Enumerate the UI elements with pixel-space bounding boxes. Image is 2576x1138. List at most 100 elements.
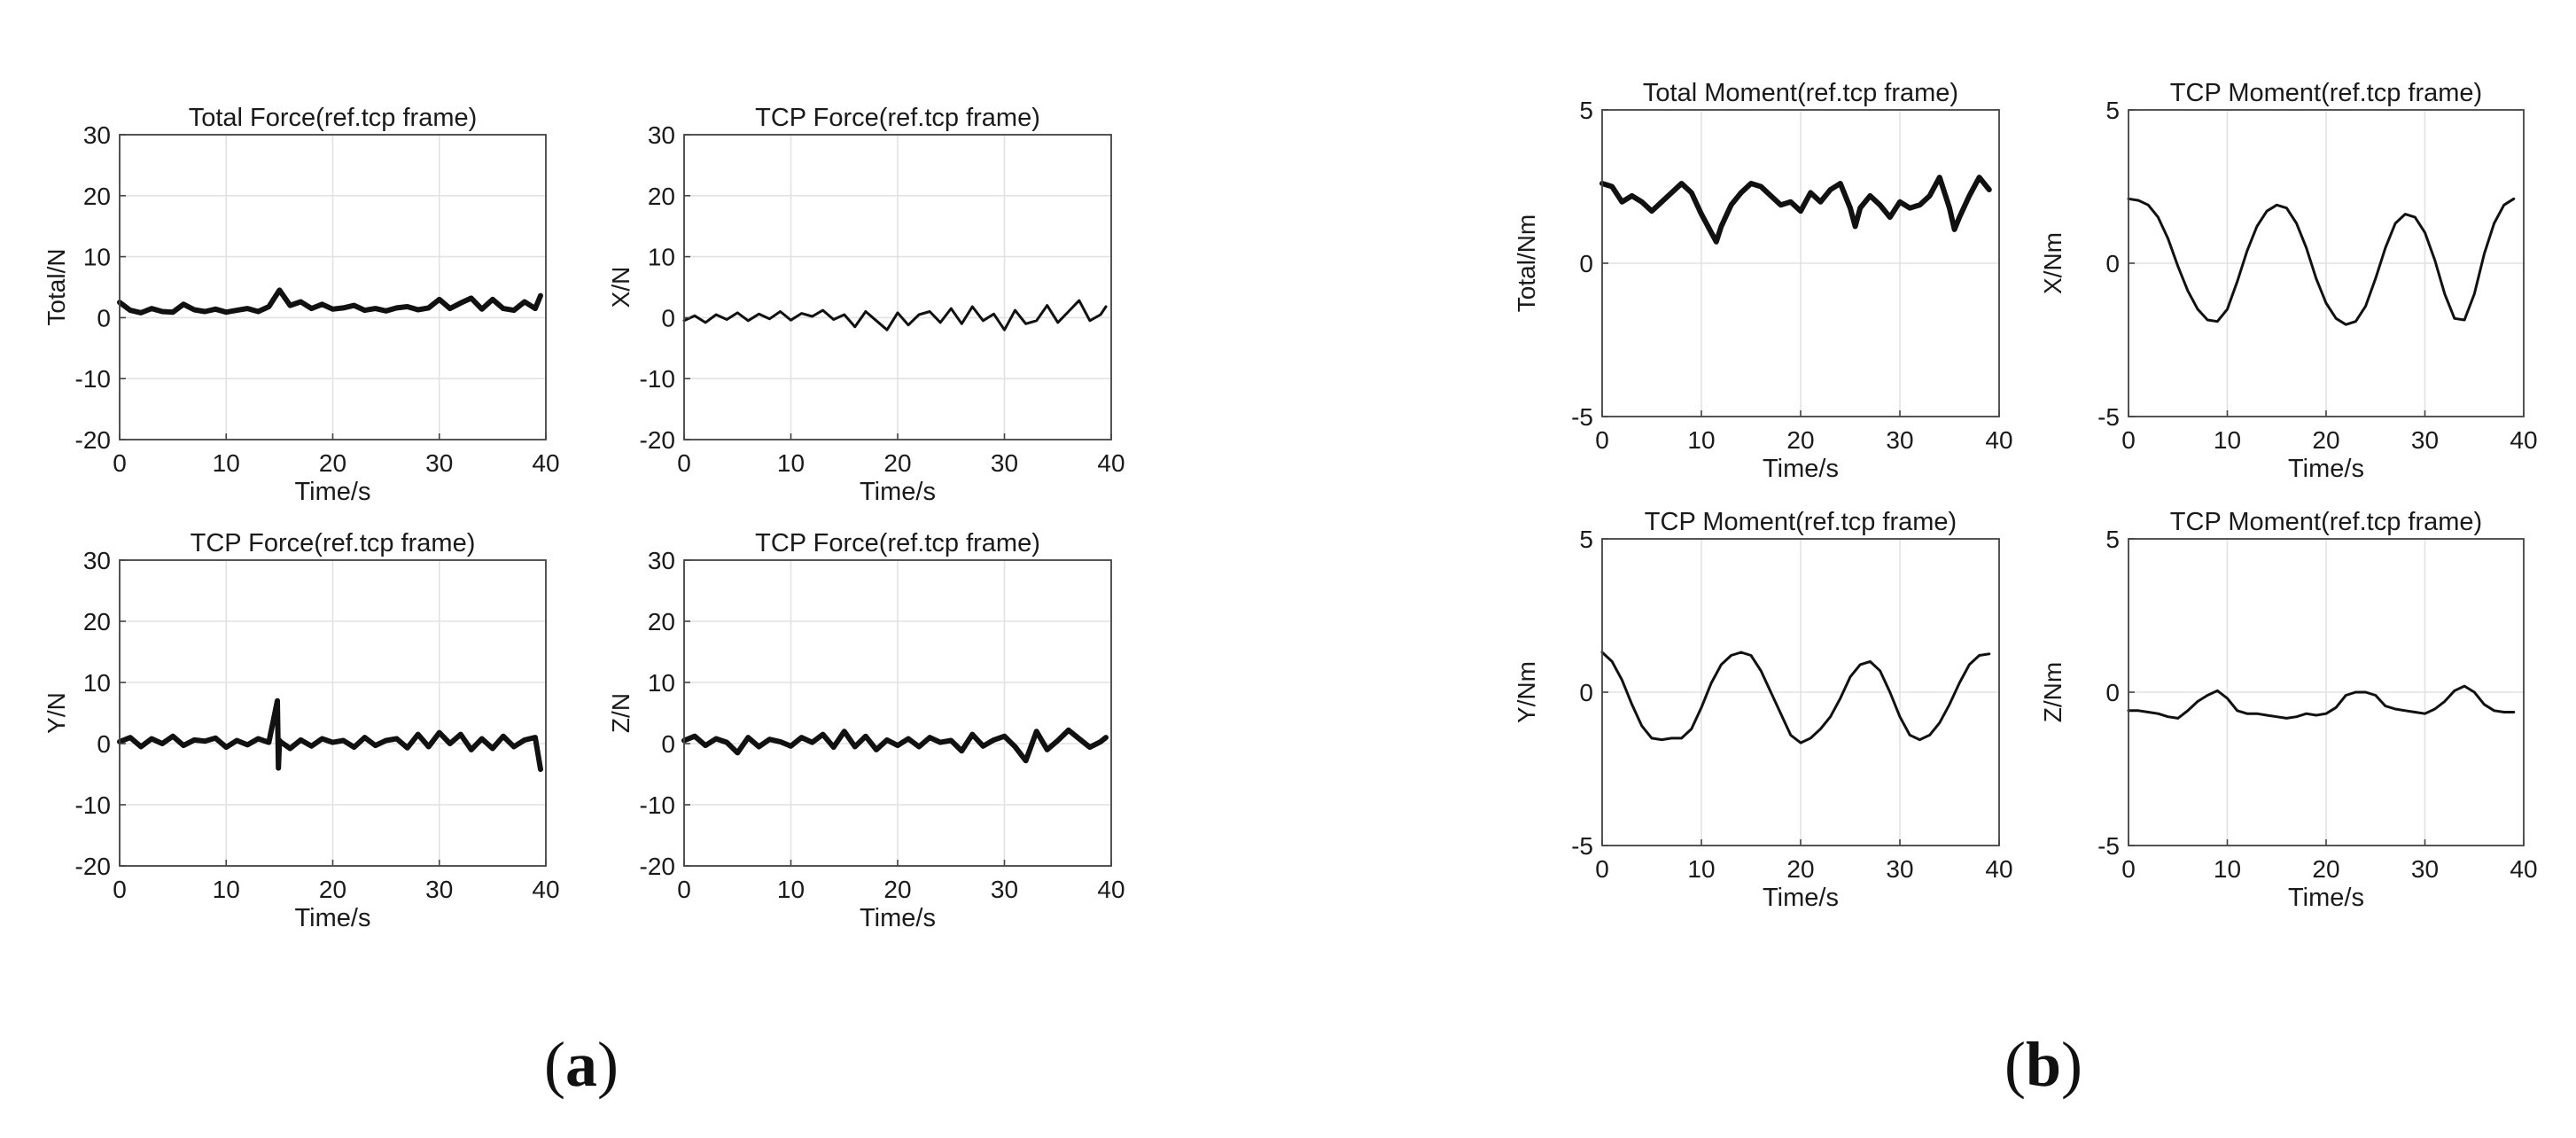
y-tick-label: -5 xyxy=(2097,832,2120,860)
y-tick-label: 30 xyxy=(648,547,675,574)
chart-1: 0 10 20 30 40 -20 -10 0 10 20 30 Total Force(ref.tc… xyxy=(43,104,560,506)
x-tick-label: 0 xyxy=(113,449,127,477)
y-tick-label: -10 xyxy=(75,365,111,393)
chart-title: TCP Force(ref.tcp frame) xyxy=(755,529,1040,557)
y-tick-label: -20 xyxy=(75,426,111,454)
x-tick-label: 40 xyxy=(2510,855,2537,883)
y-tick-label: 5 xyxy=(1579,97,1593,124)
x-tick-label: 10 xyxy=(213,449,240,477)
x-tick-label: 30 xyxy=(2411,426,2439,454)
chart-title: TCP Moment(ref.tcp frame) xyxy=(1645,508,1957,536)
y-axis-label: Z/Nm xyxy=(2039,662,2066,722)
y-tick-label: 20 xyxy=(83,608,111,635)
x-tick-label: 10 xyxy=(777,876,805,903)
y-axis-label: Total/N xyxy=(43,248,70,325)
y-tick-label: 20 xyxy=(648,183,675,210)
x-tick-label: 20 xyxy=(319,876,346,903)
y-tick-label: -10 xyxy=(640,365,675,393)
x-tick-label: 20 xyxy=(883,449,911,477)
y-tick-label: 0 xyxy=(97,730,111,758)
panel-label-b: (b) xyxy=(2004,1029,2083,1100)
data-line xyxy=(2127,197,2516,326)
panel-label-b-letter: b xyxy=(2025,1029,2062,1100)
y-tick-label: 30 xyxy=(83,547,111,574)
data-line xyxy=(682,299,1108,331)
x-axis-label: Time/s xyxy=(2288,884,2364,912)
chart-4: 0 10 20 30 40 -20 -10 0 10 20 30 TCP Force(ref.tcp … xyxy=(607,529,1125,932)
x-tick-label: 0 xyxy=(2121,426,2136,454)
x-tick-label: 20 xyxy=(1786,426,1814,454)
y-tick-label: -20 xyxy=(640,853,675,880)
y-tick-label: 10 xyxy=(83,669,111,697)
y-tick-label: 5 xyxy=(1579,526,1593,553)
x-tick-label: 20 xyxy=(319,449,346,477)
chart-title: TCP Force(ref.tcp frame) xyxy=(191,529,476,557)
x-tick-label: 40 xyxy=(532,449,559,477)
y-axis-label: Z/N xyxy=(607,693,634,733)
x-axis-label: Time/s xyxy=(860,904,936,932)
y-tick-label: 10 xyxy=(648,669,675,697)
y-tick-label: 0 xyxy=(1579,250,1593,277)
y-axis-label: X/N xyxy=(607,267,634,308)
y-axis-label: Y/N xyxy=(43,692,70,734)
chart-title: Total Moment(ref.tcp frame) xyxy=(1643,79,1958,107)
x-tick-label: 0 xyxy=(113,876,127,903)
x-tick-label: 0 xyxy=(677,449,691,477)
y-tick-label: 0 xyxy=(661,730,675,758)
y-tick-label: -20 xyxy=(640,426,675,454)
x-tick-label: 30 xyxy=(1886,855,1913,883)
data-line xyxy=(1600,651,1991,744)
y-tick-label: 10 xyxy=(83,244,111,271)
x-tick-label: 30 xyxy=(425,449,453,477)
x-tick-label: 10 xyxy=(213,876,240,903)
y-tick-label: 0 xyxy=(661,304,675,331)
x-tick-label: 20 xyxy=(2312,855,2339,883)
x-axis-label: Time/s xyxy=(295,478,371,506)
x-axis-label: Time/s xyxy=(1763,455,1839,483)
x-axis-label: Time/s xyxy=(860,478,936,506)
y-tick-label: -20 xyxy=(75,853,111,880)
x-tick-label: 30 xyxy=(991,449,1018,477)
x-tick-label: 40 xyxy=(1097,449,1125,477)
x-tick-label: 10 xyxy=(777,449,805,477)
x-tick-label: 10 xyxy=(2214,855,2241,883)
y-tick-label: 0 xyxy=(2105,250,2120,277)
data-line xyxy=(681,727,1109,764)
chart-title: TCP Moment(ref.tcp frame) xyxy=(2170,508,2482,536)
y-axis-label: X/Nm xyxy=(2039,232,2066,294)
y-axis-label: Y/Nm xyxy=(1513,661,1540,723)
x-tick-label: 10 xyxy=(1687,855,1715,883)
y-tick-label: -5 xyxy=(1571,832,1593,860)
data-line xyxy=(2127,684,2516,720)
y-tick-label: 5 xyxy=(2105,526,2120,553)
x-tick-label: 40 xyxy=(1097,876,1125,903)
data-line xyxy=(117,698,543,772)
y-tick-label: -10 xyxy=(75,791,111,819)
y-tick-label: 30 xyxy=(83,121,111,149)
y-tick-label: 10 xyxy=(648,244,675,271)
y-tick-label: 5 xyxy=(2105,97,2120,124)
y-tick-label: 0 xyxy=(1579,679,1593,706)
x-tick-label: 20 xyxy=(2312,426,2339,454)
y-tick-label: -10 xyxy=(640,791,675,819)
x-tick-label: 40 xyxy=(1985,426,2012,454)
x-axis-label: Time/s xyxy=(1763,884,1839,912)
y-tick-label: 20 xyxy=(648,608,675,635)
x-tick-label: 30 xyxy=(1886,426,1913,454)
y-tick-label: 0 xyxy=(97,304,111,331)
chart-title: Total Force(ref.tcp frame) xyxy=(189,104,478,132)
y-tick-label: 30 xyxy=(648,121,675,149)
x-tick-label: 0 xyxy=(2121,855,2136,883)
x-tick-label: 40 xyxy=(2510,426,2537,454)
x-tick-label: 30 xyxy=(991,876,1018,903)
x-tick-label: 30 xyxy=(2411,855,2439,883)
x-tick-label: 30 xyxy=(425,876,453,903)
chart-title: TCP Force(ref.tcp frame) xyxy=(755,104,1040,132)
y-tick-label: 20 xyxy=(83,183,111,210)
y-tick-label: -5 xyxy=(1571,403,1593,431)
x-tick-label: 20 xyxy=(1786,855,1814,883)
